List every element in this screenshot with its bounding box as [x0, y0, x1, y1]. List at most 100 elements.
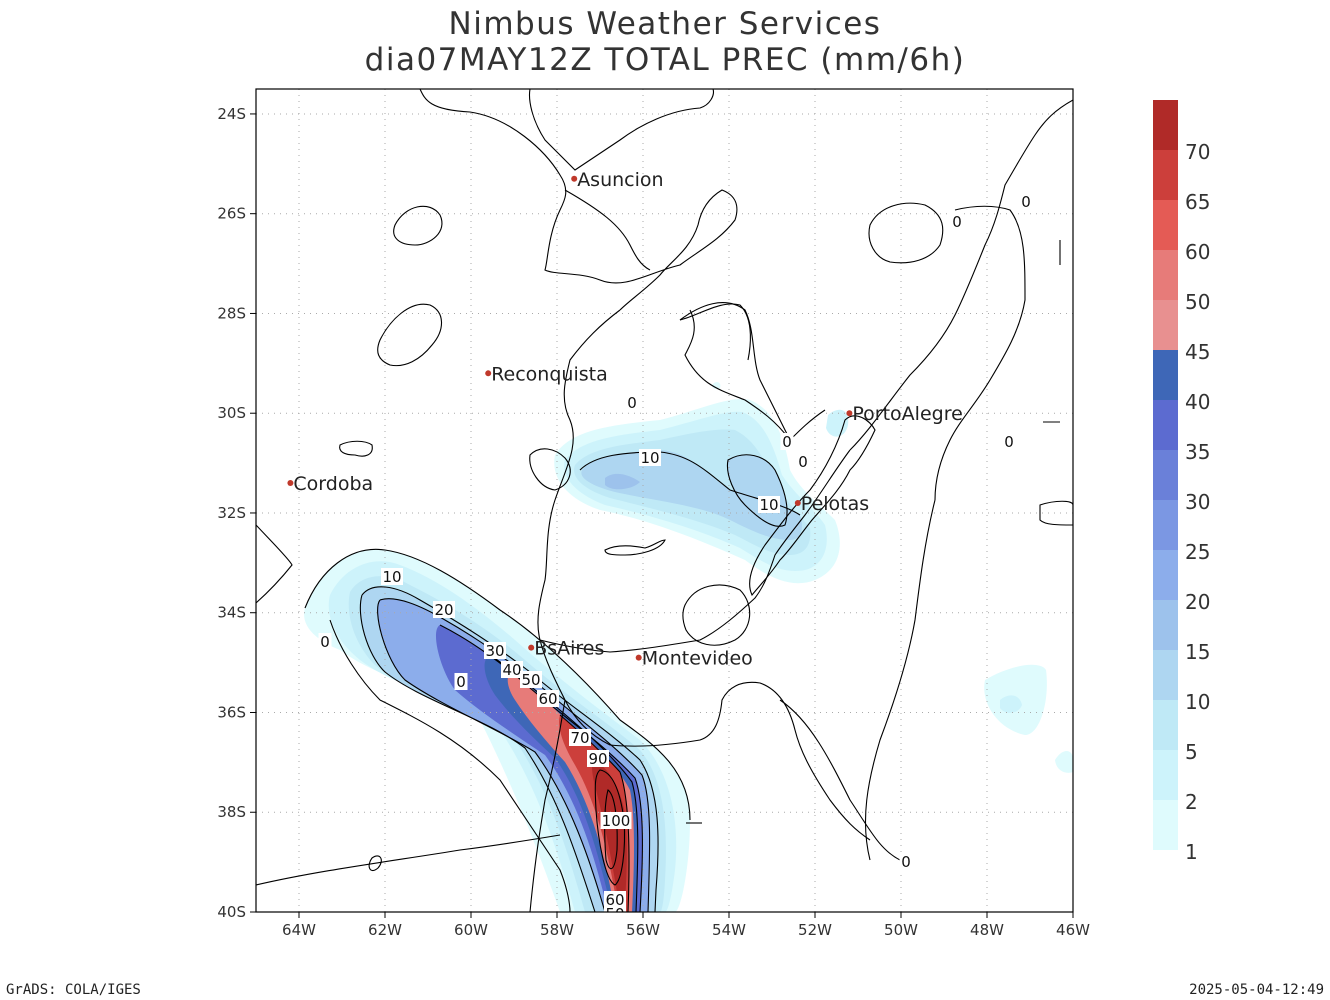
mar-chiquita: [339, 440, 373, 457]
lat-tick-label: 40S: [217, 903, 246, 921]
contour-0-northwest-1: [393, 205, 443, 246]
contour-0-montevideo-loop: [682, 584, 751, 646]
lon-tick-label: 46W: [1056, 921, 1090, 939]
lon-tick-label: 60W: [454, 921, 488, 939]
contour-label: 60: [605, 891, 624, 909]
precipitation-fill-layer: [304, 382, 1073, 912]
lat-tick-label: 26S: [217, 205, 246, 223]
contour-label: 20: [434, 601, 453, 619]
colorbar-label: 2: [1185, 790, 1198, 814]
lat-tick-label: 38S: [217, 803, 246, 821]
precip-band-small-portoalegre: [826, 409, 849, 437]
contour-label-bg: [604, 905, 626, 912]
contour-label-bg: [587, 750, 609, 767]
city-marker: [846, 410, 853, 417]
precip-band-35mm-south: [435, 625, 643, 912]
lat-tick-label: 36S: [217, 703, 246, 721]
contour-label-bg: [899, 853, 913, 870]
contour-label-bg: [600, 812, 632, 829]
precip-band-20mm-south: [377, 598, 650, 912]
colorbar-label: 30: [1185, 490, 1210, 514]
colorbar-label: 45: [1185, 340, 1210, 364]
contour-0-uy-block: [529, 448, 571, 491]
contour-label-bg: [569, 729, 591, 746]
city-marker: [287, 480, 294, 487]
contour-label-bg: [318, 633, 332, 650]
contour-label: 0: [1021, 193, 1031, 211]
contour-0-far-east: [864, 499, 936, 861]
contour-label: 10: [382, 568, 401, 586]
footer-credit: GrADS: COLA/IGES: [6, 982, 141, 998]
colorbar-swatch: [1153, 500, 1178, 550]
lat-tick-label: 28S: [217, 304, 246, 322]
contour-label: 10: [640, 449, 659, 467]
colorbar-label: 25: [1185, 540, 1210, 564]
colorbar-label: 50: [1185, 290, 1210, 314]
brazil-coast: [849, 99, 1073, 451]
lon-tick-label: 48W: [970, 921, 1004, 939]
lat-tick-label: 32S: [217, 504, 246, 522]
contour-label: 0: [627, 394, 637, 412]
lon-tick-label: 58W: [540, 921, 574, 939]
city-label: Pelotas: [801, 493, 869, 515]
precip-band-50mm-south: [507, 672, 634, 912]
lon-tick-label: 64W: [282, 921, 316, 939]
contour-label: 40: [502, 661, 521, 679]
colorbar-swatch: [1153, 600, 1178, 650]
colorbar-label: 5: [1185, 740, 1198, 764]
lake-east: [1039, 500, 1073, 526]
colorbar-label: 65: [1185, 190, 1210, 214]
contour-label-bg: [796, 453, 810, 470]
city-marker: [571, 175, 578, 182]
map-grid: [256, 89, 1073, 912]
contour-label-bg: [1002, 433, 1016, 450]
contour-label: 0: [952, 213, 962, 231]
contour-label-bg: [758, 496, 780, 513]
city-label: Cordoba: [293, 473, 373, 495]
colorbar-swatch: [1153, 450, 1178, 500]
argentina-coast-south: [529, 699, 566, 912]
lon-tick-label: 50W: [884, 921, 918, 939]
contour-label: 50: [521, 671, 540, 689]
coastlines-borders: [256, 89, 1073, 912]
precip-band-45mm-south: [484, 655, 638, 912]
uruguay-river: [684, 309, 826, 441]
contour-0-main-outer: [304, 548, 691, 821]
lon-tick-label: 62W: [368, 921, 402, 939]
contour-0-main-loop: [329, 619, 571, 912]
contour-label-bg: [639, 449, 661, 466]
colorbar-swatch: [1153, 250, 1178, 300]
contour-label: 60: [538, 690, 557, 708]
patagonia-line: [256, 834, 561, 886]
contour-label: 50: [605, 905, 624, 923]
colorbar-swatch: [1153, 200, 1178, 250]
contour-label-bg: [433, 601, 455, 618]
map-frame: [255, 88, 1074, 913]
contour-label: 0: [798, 453, 808, 471]
contour-label-bg: [484, 642, 506, 659]
colorbar-swatch: [1153, 650, 1178, 700]
contour-label: 0: [1004, 433, 1014, 451]
paraguay-river: [564, 189, 651, 271]
colorbar-label: 10: [1185, 690, 1210, 714]
precip-band-70mm-south: [592, 760, 627, 912]
colorbar-label: 1: [1185, 840, 1198, 864]
contour-label-bg: [381, 568, 403, 585]
contour-label: 0: [456, 673, 466, 691]
contour-0-east: [934, 205, 1026, 501]
precip-patch-north-small: [712, 382, 721, 389]
city-marker: [794, 499, 801, 506]
city-label: BsAires: [534, 638, 604, 660]
contour-label-bg: [520, 671, 542, 688]
argentina-paraguay-border: [419, 89, 738, 311]
contour-0-northwest-2: [377, 303, 443, 367]
contour-label: 0: [782, 433, 792, 451]
contour-10-north-loop: [726, 454, 788, 527]
contour-label-bg: [604, 891, 626, 908]
colorbar-swatch: [1153, 700, 1178, 750]
colorbar-swatch: [1153, 150, 1178, 200]
uruguay-border-north: [679, 303, 751, 361]
